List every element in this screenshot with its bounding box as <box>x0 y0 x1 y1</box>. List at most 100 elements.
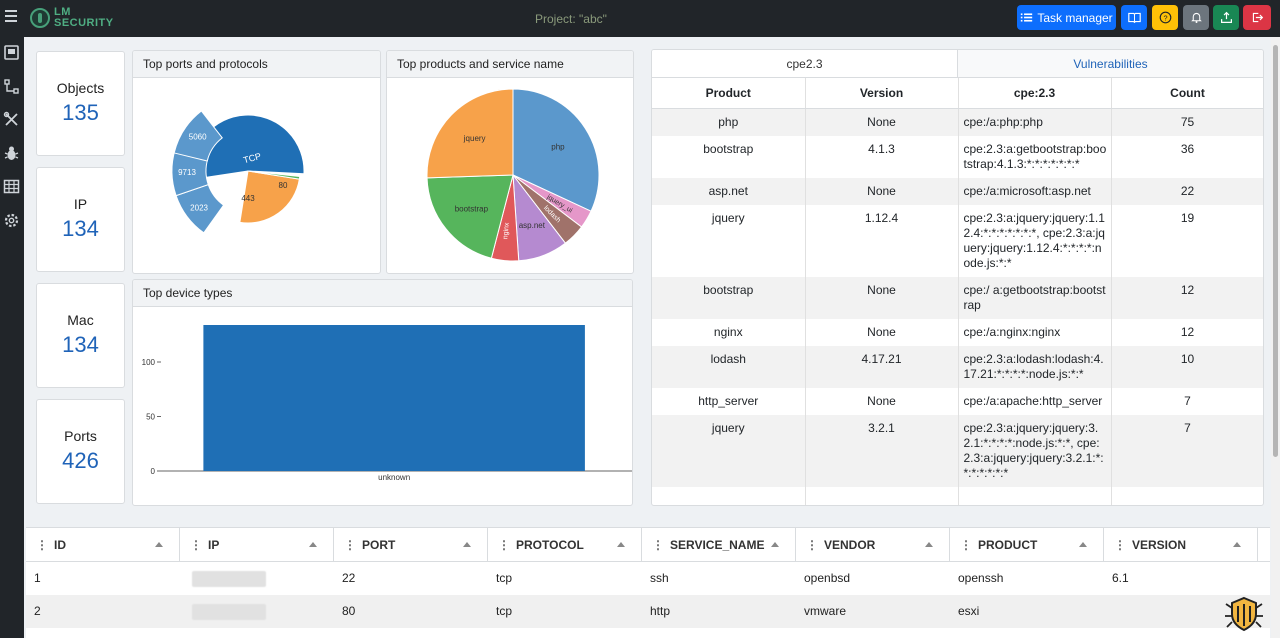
stat-value: 135 <box>62 100 99 125</box>
cell-count: 36 <box>1111 135 1263 178</box>
column-menu-icon[interactable]: ⋮ <box>806 538 818 552</box>
col-header-label: PROTOCOL <box>516 538 584 552</box>
tab-vulnerabilities[interactable]: Vulnerabilities <box>958 50 1263 77</box>
column-menu-icon[interactable]: ⋮ <box>344 538 356 552</box>
col-cpe[interactable]: cpe:2.3 <box>958 78 1112 109</box>
cell-version: 3.2.1 <box>805 414 959 487</box>
device-chart: 0 50 100 unknown <box>142 325 632 482</box>
column-menu-icon[interactable]: ⋮ <box>960 538 972 552</box>
cell-count: 75 <box>1111 108 1263 136</box>
table-row[interactable]: nginx None cpe:/a:nginx:nginx 12 <box>652 318 1263 346</box>
sort-icon[interactable] <box>1079 542 1087 547</box>
slice-label: 443 <box>241 194 255 203</box>
cell-version: None <box>805 108 959 136</box>
table-icon[interactable] <box>3 178 20 195</box>
table-row[interactable]: 2 80 tcp http vmware esxi <box>26 595 1270 628</box>
top-bar: LM SECURITY Project: "abc" Task manager … <box>0 0 1280 37</box>
cpe-table: Product Version cpe:2.3 Count php None cpe… <box>652 78 1263 505</box>
cell-cpe: cpe:2.3:a:jquery:jquery:1.12.4:*:*:*:*:*… <box>958 204 1112 277</box>
table-row[interactable]: php None cpe:/a:php:php 75 <box>652 108 1263 136</box>
col-header-id[interactable]: ⋮ ID <box>26 528 180 561</box>
app-logo[interactable]: LM SECURITY <box>54 7 114 29</box>
x-tick-label: unknown <box>378 473 410 482</box>
cell-version: None <box>805 318 959 346</box>
col-header-label: VERSION <box>1132 538 1187 552</box>
sort-icon[interactable] <box>925 542 933 547</box>
y-tick-label: 100 <box>142 358 156 367</box>
logout-button[interactable] <box>1243 5 1271 30</box>
table-row[interactable]: lodash 4.17.21 cpe:2.3:a:lodash:lodash:4.1… <box>652 345 1263 388</box>
pie-slice-5060 <box>173 110 223 162</box>
cpe-tabs: cpe2.3 Vulnerabilities <box>652 50 1263 78</box>
device-chart-panel: Top device types 0 50 100 unknown <box>132 279 633 506</box>
upload-icon <box>1220 11 1232 23</box>
slice-label: nginx <box>502 222 511 240</box>
pie-slice-443 <box>239 170 300 224</box>
bug-icon[interactable] <box>3 145 20 162</box>
column-menu-icon[interactable]: ⋮ <box>1114 538 1126 552</box>
redacted-ip <box>192 603 266 620</box>
column-menu-icon[interactable]: ⋮ <box>652 538 664 552</box>
table-row[interactable]: jquery 3.2.1 cpe:2.3:a:jquery:jquery:3.2.1… <box>652 414 1263 487</box>
table-row[interactable]: bootstrap None cpe:/ a:getbootstrap:bootst… <box>652 276 1263 319</box>
col-header-ip[interactable]: ⋮ IP <box>180 528 334 561</box>
stat-card-ip: IP 134 <box>36 167 125 272</box>
table-row[interactable]: 1 22 tcp ssh openbsd openssh 6.1 <box>26 562 1270 595</box>
cell-version: 6.1 <box>1112 571 1129 585</box>
col-header-port[interactable]: ⋮ PORT <box>334 528 488 561</box>
tab-cpe[interactable]: cpe2.3 <box>652 50 958 77</box>
cell-version: None <box>805 276 959 319</box>
slice-label: 5060 <box>189 133 207 142</box>
table-row[interactable]: bootstrap 4.1.3 cpe:2.3:a:getbootstrap:boo… <box>652 135 1263 178</box>
notifications-button[interactable] <box>1183 5 1209 30</box>
scrollbar-thumb[interactable] <box>1273 45 1278 457</box>
cell-protocol: tcp <box>496 571 513 585</box>
sort-icon[interactable] <box>309 542 317 547</box>
sort-icon[interactable] <box>463 542 471 547</box>
slice-label: 2023 <box>190 203 208 212</box>
col-header-label: SERVICE_NAME <box>670 538 765 552</box>
cell-product: jquery <box>652 414 806 487</box>
dashboard-icon[interactable] <box>3 44 20 61</box>
tools-icon[interactable] <box>3 111 20 128</box>
table-row[interactable]: http_server None cpe:/a:apache:http_server… <box>652 387 1263 415</box>
col-count[interactable]: Count <box>1111 78 1263 109</box>
column-menu-icon[interactable]: ⋮ <box>190 538 202 552</box>
stat-card-ports: Ports 426 <box>36 399 125 504</box>
column-menu-icon[interactable]: ⋮ <box>498 538 510 552</box>
table-row[interactable]: jquery 1.12.4 cpe:2.3:a:jquery:jquery:1.12… <box>652 204 1263 277</box>
logo-icon <box>30 8 50 28</box>
col-header-service_name[interactable]: ⋮ SERVICE_NAME <box>642 528 796 561</box>
slice-label: TCP <box>242 151 262 165</box>
col-header-protocol[interactable]: ⋮ PROTOCOL <box>488 528 642 561</box>
col-header-product[interactable]: ⋮ PRODUCT <box>950 528 1104 561</box>
mascot-shield-icon[interactable] <box>1224 594 1264 634</box>
table-row[interactable]: asp.net None cpe:/a:microsoft:asp.net 22 <box>652 177 1263 205</box>
topology-icon[interactable] <box>3 78 20 95</box>
docs-button[interactable] <box>1121 5 1147 30</box>
col-version[interactable]: Version <box>805 78 959 109</box>
upload-button[interactable] <box>1213 5 1239 30</box>
cell-empty <box>805 486 959 505</box>
sort-icon[interactable] <box>155 542 163 547</box>
cell-count: 12 <box>1111 318 1263 346</box>
cell-cpe: cpe:/a:microsoft:asp.net <box>958 177 1112 205</box>
cell-count: 12 <box>1111 276 1263 319</box>
settings-gear-icon[interactable] <box>3 212 20 229</box>
page-scrollbar[interactable] <box>1271 37 1280 638</box>
task-manager-button[interactable]: Task manager <box>1017 5 1116 30</box>
redacted-ip <box>192 570 266 587</box>
sort-icon[interactable] <box>771 542 779 547</box>
cell-version: 4.17.21 <box>805 345 959 388</box>
stat-value: 134 <box>62 216 99 241</box>
sort-icon[interactable] <box>1233 542 1241 547</box>
help-button[interactable]: ? <box>1152 5 1178 30</box>
menu-icon[interactable] <box>5 10 17 24</box>
stat-value: 134 <box>62 332 99 357</box>
products-chart-title: Top products and service name <box>387 51 633 78</box>
col-header-vendor[interactable]: ⋮ VENDOR <box>796 528 950 561</box>
col-product[interactable]: Product <box>652 78 806 109</box>
col-header-version[interactable]: ⋮ VERSION <box>1104 528 1258 561</box>
column-menu-icon[interactable]: ⋮ <box>36 538 48 552</box>
sort-icon[interactable] <box>617 542 625 547</box>
